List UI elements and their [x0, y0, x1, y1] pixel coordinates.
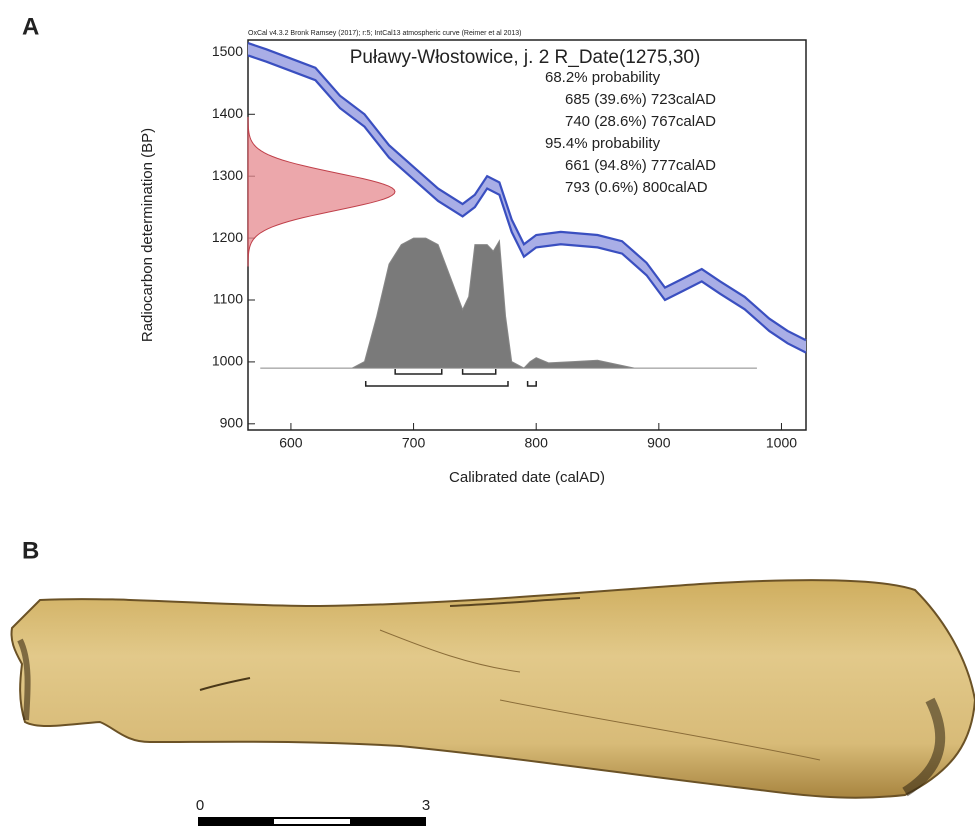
x-axis-label: Calibrated date (calAD)	[449, 469, 605, 486]
y-tick-label: 1200	[212, 229, 243, 245]
range-heading: 95.4% probability	[545, 135, 661, 152]
x-tick-label: 800	[525, 435, 549, 451]
panel-label: B	[22, 537, 39, 564]
range-text: 740 (28.6%) 767calAD	[565, 113, 716, 130]
panel-label: A	[22, 13, 39, 40]
range-bracket	[364, 381, 509, 387]
y-tick-label: 1100	[213, 291, 243, 307]
measurement-distribution	[247, 116, 396, 267]
curve-band	[248, 43, 806, 353]
range-bracket	[461, 369, 497, 375]
y-tick-label: 900	[220, 415, 244, 431]
range-heading: 68.2% probability	[545, 69, 661, 86]
chart-header: OxCal v4.3.2 Bronk Ramsey (2017); r:5; I…	[248, 30, 522, 37]
x-tick-label: 600	[279, 435, 303, 451]
curve-upper	[247, 42, 807, 342]
y-tick-label: 1000	[212, 353, 243, 369]
y-tick-label: 1500	[212, 43, 243, 59]
range-text: 793 (0.6%) 800calAD	[565, 179, 708, 196]
x-tick-label: 700	[402, 435, 426, 451]
range-text: 685 (39.6%) 723calAD	[565, 91, 716, 108]
x-tick-label: 1000	[766, 435, 797, 451]
range-bracket	[526, 381, 537, 387]
x-tick-label: 900	[647, 435, 671, 451]
y-tick-label: 1400	[212, 105, 243, 121]
y-axis-label: Radiocarbon determination (BP)	[139, 128, 156, 342]
specimen-photo	[10, 579, 975, 799]
curve-lower	[247, 54, 807, 354]
y-tick-label: 1300	[212, 167, 243, 183]
scale-label: 0	[196, 797, 204, 814]
posterior-distribution	[260, 237, 757, 369]
range-bracket	[394, 369, 443, 375]
range-text: 661 (94.8%) 777calAD	[565, 157, 716, 174]
chart-title: Puławy-Włostowice, j. 2 R_Date(1275,30)	[350, 47, 701, 68]
scale-bar	[198, 817, 426, 826]
scale-label: 3	[422, 797, 430, 814]
